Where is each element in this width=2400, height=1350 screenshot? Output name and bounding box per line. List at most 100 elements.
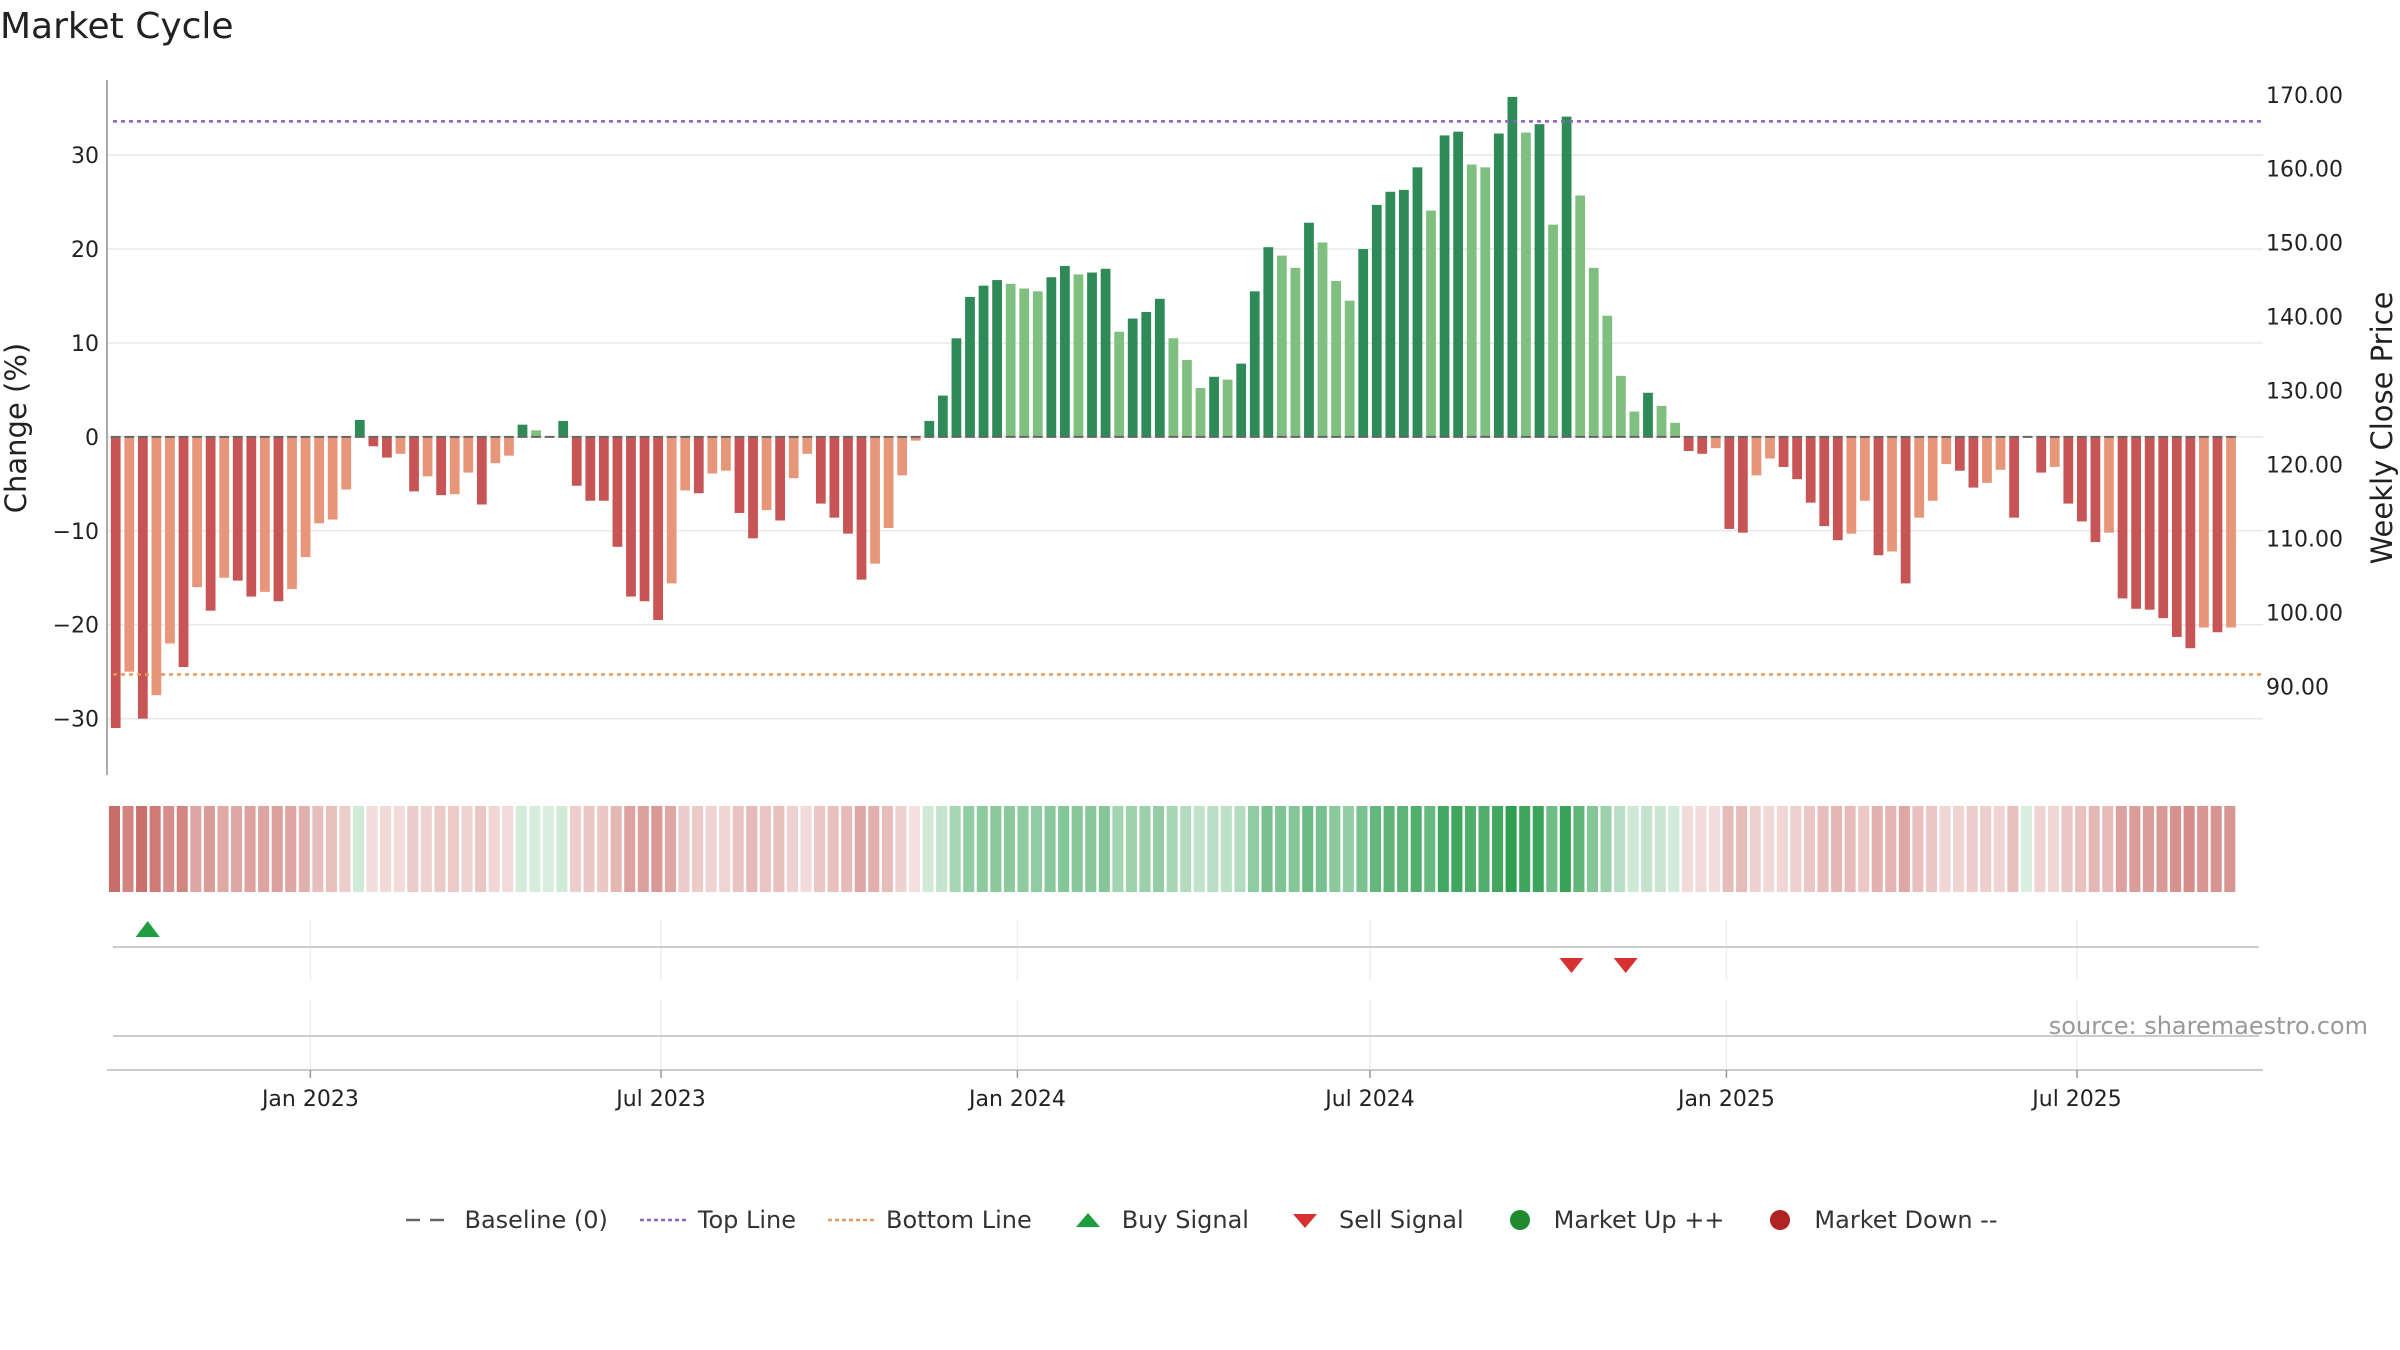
change-bar — [1873, 436, 1884, 556]
buy-signal-marker — [135, 921, 160, 937]
heat-cell — [678, 806, 690, 892]
change-bar — [1548, 224, 1558, 437]
heat-cell — [1993, 806, 2005, 892]
change-bar — [1765, 436, 1775, 459]
heat-cell — [1302, 806, 1314, 892]
heat-cell — [2088, 806, 2100, 892]
change-bar — [937, 395, 948, 437]
change-bar — [504, 436, 514, 456]
change-bar — [1317, 242, 1328, 437]
change-bar — [1466, 164, 1477, 437]
change-bar — [1222, 379, 1233, 437]
change-bar — [300, 436, 311, 558]
heat-cell — [108, 806, 120, 892]
change-bar — [1344, 300, 1355, 437]
heat-cell — [393, 806, 405, 892]
change-bar — [1738, 436, 1748, 533]
heat-cell — [420, 806, 432, 892]
heat-cell — [569, 806, 582, 892]
cycle-heat-strip — [108, 806, 2236, 892]
heat-cell — [1234, 806, 1246, 892]
page-title: Market Cycle — [0, 6, 234, 47]
change-bar — [1982, 436, 1992, 483]
change-bar — [2171, 436, 2182, 637]
change-bar — [232, 436, 243, 581]
heat-cell — [990, 806, 1002, 892]
heat-cell — [1953, 806, 1965, 892]
heat-cell — [515, 806, 527, 892]
heat-cell — [1044, 806, 1056, 892]
legend-swatch-icon — [1292, 1214, 1317, 1228]
heat-cell — [2102, 806, 2114, 892]
x-axis-ticks: Jan 2023 Jul 2023 Jan 2024 Jul 2024 Jan 2025… — [260, 1070, 2122, 1112]
change-bar — [178, 436, 189, 667]
x-tick-label: Jan 2023 — [260, 1087, 359, 1112]
heat-cell — [1627, 806, 1639, 892]
heat-cell — [664, 806, 676, 892]
change-bar — [490, 436, 501, 464]
heat-cell — [1980, 806, 1992, 892]
change-bars — [110, 96, 2236, 729]
change-bar — [246, 436, 257, 597]
legend-swatch-icon — [1075, 1213, 1100, 1227]
change-bar — [1575, 195, 1586, 437]
x-tick-label: Jan 2025 — [1676, 1087, 1775, 1112]
change-bar — [612, 436, 623, 547]
change-bar — [1954, 436, 1965, 471]
change-bar — [910, 436, 921, 441]
change-bar — [1615, 375, 1626, 437]
change-bar — [354, 419, 365, 437]
heat-cell — [542, 806, 554, 892]
y2-tick-label: 150.00 — [2266, 232, 2343, 257]
change-bar — [1019, 288, 1030, 437]
heat-cell — [1180, 806, 1192, 892]
heat-cell — [2115, 806, 2127, 892]
legend-item: Bottom Line — [824, 1205, 1032, 1235]
change-bar — [2104, 436, 2114, 533]
heat-cell — [122, 806, 134, 892]
heat-cell — [624, 806, 636, 892]
heat-cell — [1939, 806, 1951, 892]
legend-swatch-icon — [639, 1218, 688, 1222]
change-bar — [883, 436, 894, 528]
heat-cell — [1261, 806, 1273, 892]
change-bar — [1656, 405, 1667, 437]
heat-cell — [285, 806, 297, 892]
change-bar — [368, 436, 379, 447]
change-bar — [110, 436, 121, 729]
y2-tick-label: 170.00 — [2266, 84, 2343, 109]
heat-cell — [692, 806, 704, 892]
change-bar — [707, 436, 718, 474]
legend-label: Sell Signal — [1338, 1206, 1464, 1234]
legend-item: Market Up ++ — [1492, 1205, 1724, 1235]
reference-lines — [110, 120, 2263, 676]
heat-cell — [1356, 806, 1368, 892]
heat-cell — [719, 806, 731, 892]
change-bar — [870, 436, 880, 564]
change-bar — [165, 436, 175, 644]
heat-cell — [312, 806, 324, 892]
heat-cell — [1654, 806, 1666, 892]
heat-cell — [2034, 806, 2046, 892]
change-bar — [761, 436, 772, 511]
change-bar — [775, 436, 786, 521]
change-bar — [259, 436, 270, 592]
heat-cell — [1844, 806, 1856, 892]
y2-tick-label: 100.00 — [2266, 601, 2343, 626]
heat-cell — [2210, 806, 2222, 892]
change-bar — [531, 430, 541, 437]
change-bar — [1927, 436, 1938, 501]
heat-cell — [1559, 806, 1571, 892]
heat-cell — [1898, 806, 1910, 892]
heat-cell — [2183, 806, 2195, 892]
heat-cell — [149, 806, 161, 892]
change-bar — [1832, 436, 1843, 541]
heat-cell — [841, 806, 853, 892]
change-bar — [1005, 283, 1016, 437]
change-bar — [124, 436, 135, 672]
heat-cell — [1817, 806, 1829, 892]
change-bar — [1643, 392, 1653, 437]
change-bar — [558, 420, 569, 437]
heat-cell — [1329, 806, 1341, 892]
